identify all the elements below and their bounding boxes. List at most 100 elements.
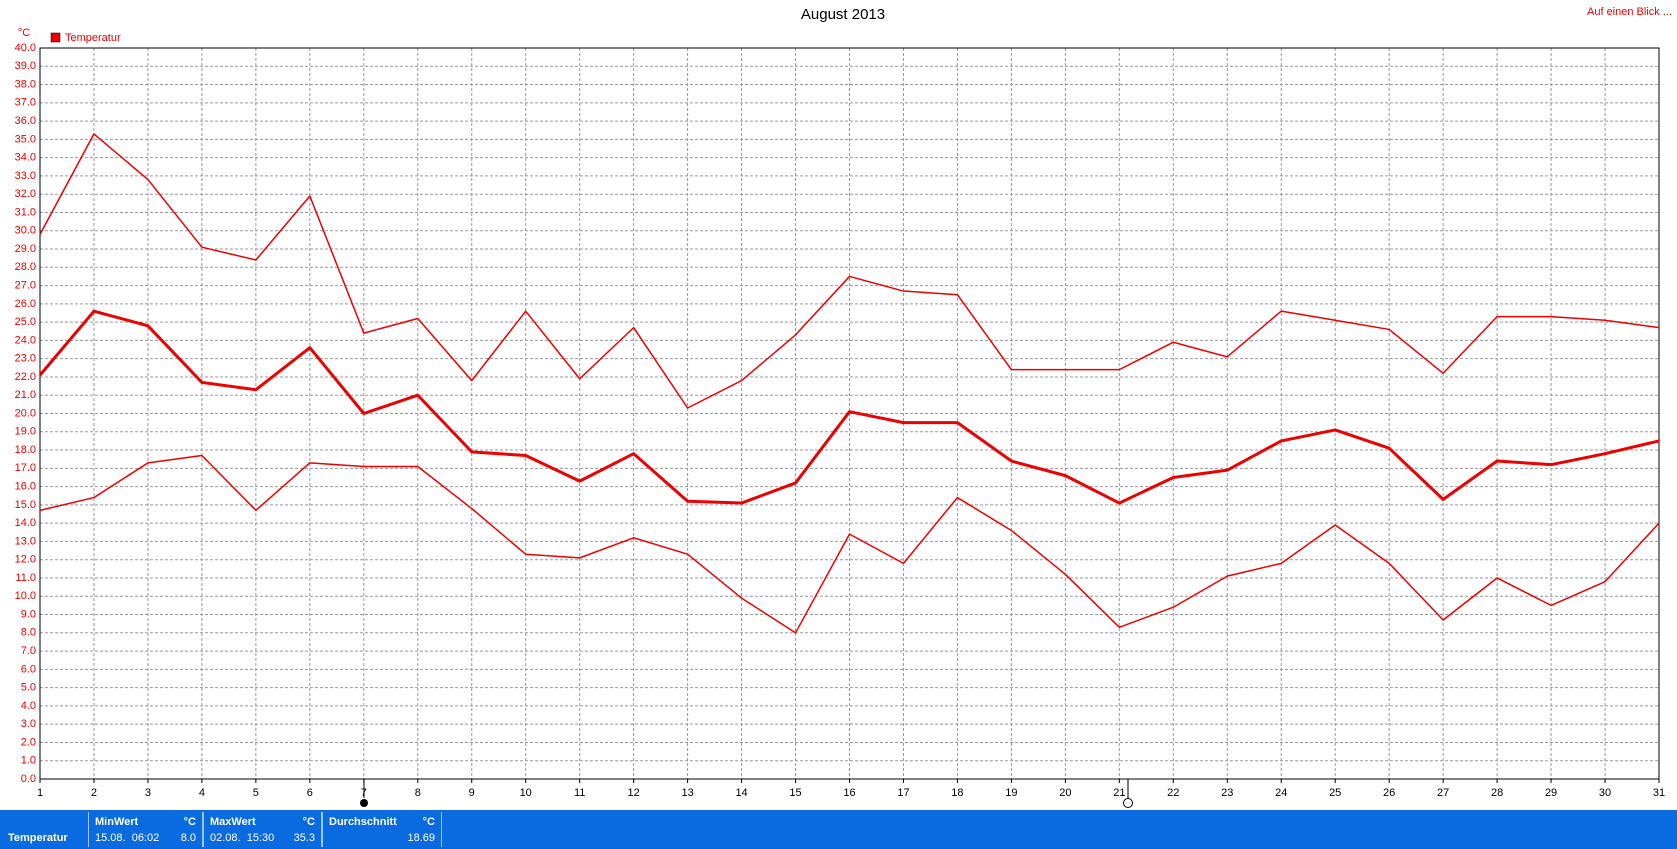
max-box: MaxWert °C 02.08. 15:30 35.3 [203, 812, 322, 847]
x-tick-label: 16 [843, 787, 855, 799]
y-tick-label: 14.0 [15, 517, 36, 529]
y-tick-label: 25.0 [15, 316, 36, 328]
x-tick-label: 13 [681, 787, 693, 799]
x-tick-label: 23 [1221, 787, 1233, 799]
max-unit: °C [302, 816, 315, 828]
x-tick-label: 24 [1275, 787, 1287, 799]
y-tick-label: 15.0 [15, 499, 36, 511]
y-tick-label: 1.0 [21, 755, 36, 767]
y-tick-label: 21.0 [15, 389, 36, 401]
avg-value: 18.69 [407, 832, 435, 844]
x-tick-label: 20 [1059, 787, 1071, 799]
y-tick-label: 18.0 [15, 444, 36, 456]
grid: 0.01.02.03.04.05.06.07.08.09.010.011.012… [15, 42, 1666, 799]
overview-link[interactable]: Auf einen Blick ... [1587, 6, 1672, 18]
max-title: MaxWert [210, 816, 256, 828]
x-tick-label: 12 [628, 787, 640, 799]
min-time: 15.08. 06:02 [95, 832, 160, 844]
x-tick-label: 5 [253, 787, 259, 799]
y-tick-label: 13.0 [15, 535, 36, 547]
min-title: MinWert [95, 816, 139, 828]
unit-label: °C [18, 27, 30, 39]
marker-filled [360, 799, 368, 807]
max-value: 35.3 [293, 832, 315, 844]
y-tick-label: 29.0 [15, 243, 36, 255]
y-tick-label: 2.0 [21, 736, 36, 748]
x-tick-label: 29 [1545, 787, 1557, 799]
y-tick-label: 31.0 [15, 206, 36, 218]
y-tick-label: 3.0 [21, 718, 36, 730]
y-tick-label: 36.0 [15, 115, 36, 127]
avg-title: Durchschnitt [329, 816, 397, 828]
x-tick-label: 28 [1491, 787, 1503, 799]
y-tick-label: 20.0 [15, 407, 36, 419]
y-tick-label: 22.0 [15, 371, 36, 383]
x-tick-label: 14 [735, 787, 747, 799]
y-tick-label: 23.0 [15, 353, 36, 365]
plot-frame [39, 47, 1660, 780]
y-tick-label: 38.0 [15, 78, 36, 90]
avg-box: Durchschnitt °C 18.69 [322, 812, 442, 847]
x-tick-label: 10 [520, 787, 532, 799]
min-box: MinWert °C 15.08. 06:02 8.0 [88, 812, 203, 847]
y-tick-label: 4.0 [21, 700, 36, 712]
x-tick-label: 4 [199, 787, 205, 799]
x-tick-label: 21 [1113, 787, 1125, 799]
y-tick-label: 33.0 [15, 170, 36, 182]
min-value: 8.0 [180, 832, 196, 844]
x-tick-label: 19 [1005, 787, 1017, 799]
y-tick-label: 7.0 [21, 645, 36, 657]
y-tick-label: 5.0 [21, 682, 36, 694]
y-tick-label: 37.0 [15, 97, 36, 109]
y-tick-label: 10.0 [15, 590, 36, 602]
y-tick-label: 12.0 [15, 554, 36, 566]
x-tick-label: 8 [415, 787, 421, 799]
temperature-line [39, 133, 1660, 409]
max-time: 02.08. 15:30 [210, 832, 275, 844]
x-tick-label: 3 [145, 787, 151, 799]
y-tick-label: 8.0 [21, 627, 36, 639]
y-tick-label: 9.0 [21, 608, 36, 620]
x-tick-label: 15 [789, 787, 801, 799]
y-tick-label: 16.0 [15, 481, 36, 493]
x-tick-label: 2 [91, 787, 97, 799]
temperature-line [39, 454, 1660, 634]
y-tick-label: 39.0 [15, 60, 36, 72]
y-tick-label: 0.0 [21, 773, 36, 785]
chart: August 2013 °C Temperatur Auf einen Blic… [15, 6, 1672, 808]
summary-bar: Temperatur MinWert °C 15.08. 06:02 8.0 M… [0, 810, 1677, 849]
lines [38, 133, 1660, 634]
x-tick-label: 27 [1437, 787, 1449, 799]
x-tick-label: 26 [1383, 787, 1395, 799]
x-tick-label: 11 [574, 787, 585, 799]
x-tick-label: 9 [469, 787, 475, 799]
legend-swatch [50, 32, 61, 43]
x-tick-label: 22 [1167, 787, 1179, 799]
y-tick-label: 32.0 [15, 188, 36, 200]
x-tick-label: 1 [37, 787, 43, 799]
marker-empty [1123, 798, 1133, 808]
avg-unit: °C [422, 816, 435, 828]
x-tick-label: 25 [1329, 787, 1341, 799]
y-tick-label: 27.0 [15, 279, 36, 291]
y-tick-label: 30.0 [15, 225, 36, 237]
x-tick-label: 31 [1653, 787, 1665, 799]
temperature-line [38, 309, 1660, 505]
y-tick-label: 24.0 [15, 334, 36, 346]
chart-title: August 2013 [801, 6, 885, 23]
y-tick-label: 11.0 [15, 572, 36, 584]
x-tick-label: 17 [897, 787, 909, 799]
y-tick-label: 26.0 [15, 298, 36, 310]
y-tick-label: 40.0 [15, 42, 36, 54]
x-tick-label: 6 [307, 787, 313, 799]
summary-name: Temperatur [8, 832, 68, 844]
min-unit: °C [183, 816, 196, 828]
y-tick-label: 35.0 [15, 133, 36, 145]
y-tick-label: 28.0 [15, 261, 36, 273]
y-tick-label: 34.0 [15, 152, 36, 164]
x-tick-label: 30 [1599, 787, 1611, 799]
x-tick-label: 18 [951, 787, 963, 799]
y-tick-label: 6.0 [21, 663, 36, 675]
legend-label: Temperatur [65, 32, 121, 44]
